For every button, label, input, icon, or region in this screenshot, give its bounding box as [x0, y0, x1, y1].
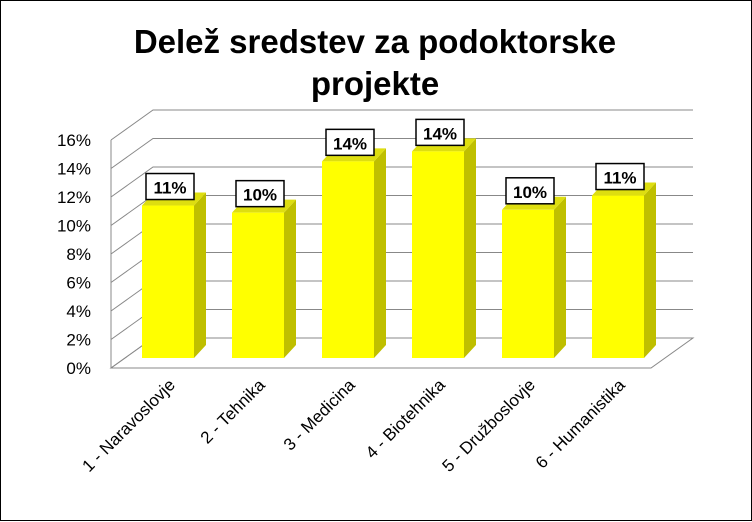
- y-axis-ticks: 0% 2% 4% 6% 8% 10% 12% 14% 16%: [57, 131, 91, 378]
- data-label-box: [505, 177, 555, 205]
- bar: [412, 138, 476, 358]
- data-label-text: 10%: [513, 183, 547, 202]
- bar-side: [644, 182, 656, 358]
- x-tick-label: 5 - Družboslovje: [439, 375, 539, 475]
- data-label-box: [595, 162, 645, 191]
- bar-front: [412, 151, 464, 358]
- data-label-box: [145, 172, 195, 201]
- data-label-text: 14%: [333, 134, 367, 153]
- y-tick-label: 12%: [57, 188, 91, 207]
- data-label-text: 11%: [153, 179, 186, 198]
- y-tick-label: 4%: [66, 302, 91, 321]
- x-tick-label: 2 - Tehnika: [197, 375, 269, 447]
- bar-front: [142, 205, 194, 358]
- bar: [232, 199, 296, 358]
- y-tick-label: 6%: [66, 274, 91, 293]
- x-axis-labels: 1 - Naravoslovje 2 - Tehnika 3 - Medicina 4…: [79, 375, 630, 476]
- data-label: 14%: [415, 118, 465, 147]
- data-label: 10%: [505, 177, 555, 205]
- bar-front: [592, 195, 644, 358]
- bar-side: [554, 196, 566, 358]
- bar-front: [502, 209, 554, 358]
- data-labels: 11% 10% 14% 14% 10% 11%: [145, 118, 645, 208]
- chart-title-line-2: projekte: [311, 65, 439, 102]
- y-tick-label: 8%: [66, 245, 91, 264]
- y-tick-label: 14%: [57, 160, 91, 179]
- chart-title: Delež sredstev za podoktorske projekte: [134, 23, 616, 102]
- bar-front: [322, 161, 374, 358]
- bar-side: [374, 148, 386, 358]
- data-label: 11%: [595, 162, 645, 191]
- bar-side: [194, 192, 206, 358]
- bar: [592, 182, 656, 358]
- data-label-box: [235, 179, 285, 208]
- bars: [142, 138, 656, 358]
- y-tick-label: 2%: [66, 331, 91, 350]
- x-tick-label: 1 - Naravoslovje: [79, 375, 179, 475]
- data-label-text: 14%: [423, 124, 457, 143]
- y-tick-label: 0%: [66, 359, 91, 378]
- data-label-box: [325, 128, 375, 157]
- data-label: 10%: [235, 179, 285, 208]
- bar-front: [232, 212, 284, 358]
- x-tick-label: 3 - Medicina: [280, 375, 359, 454]
- data-label: 11%: [145, 172, 195, 201]
- bar: [502, 196, 566, 358]
- y-tick-label: 10%: [57, 217, 91, 236]
- bar: [142, 192, 206, 358]
- gridline: [110, 138, 693, 169]
- x-tick-label: 6 - Humanistika: [532, 375, 629, 472]
- chart-title-line-1: Delež sredstev za podoktorske: [134, 23, 616, 60]
- bar: [322, 148, 386, 358]
- gridline: [110, 109, 693, 141]
- gridline: [110, 166, 693, 198]
- data-label-text: 11%: [603, 169, 636, 188]
- data-label: 14%: [325, 128, 375, 157]
- bar-side: [284, 199, 296, 358]
- data-label-box: [415, 118, 465, 147]
- bar-side: [464, 138, 476, 358]
- y-tick-label: 16%: [57, 131, 91, 150]
- x-tick-label: 4 - Biotehnika: [362, 375, 449, 462]
- data-label-text: 10%: [243, 186, 277, 205]
